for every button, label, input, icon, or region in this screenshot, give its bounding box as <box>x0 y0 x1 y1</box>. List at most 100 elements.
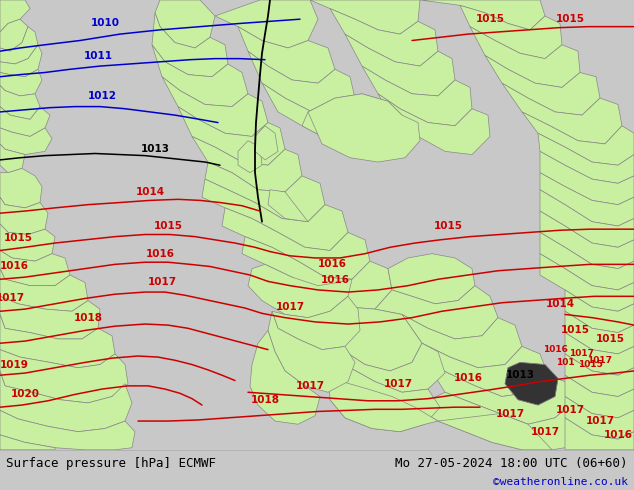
Polygon shape <box>262 83 375 144</box>
Polygon shape <box>422 343 548 396</box>
Polygon shape <box>0 350 128 403</box>
Text: 1017: 1017 <box>531 427 560 437</box>
Polygon shape <box>0 0 30 32</box>
Text: 1017: 1017 <box>495 409 524 418</box>
Polygon shape <box>0 269 88 311</box>
Polygon shape <box>248 51 355 115</box>
Polygon shape <box>565 418 634 450</box>
Polygon shape <box>0 26 38 64</box>
Polygon shape <box>0 411 135 450</box>
Polygon shape <box>302 94 402 151</box>
Text: 1013: 1013 <box>141 144 169 154</box>
Polygon shape <box>565 311 634 354</box>
Polygon shape <box>192 136 302 192</box>
Polygon shape <box>565 290 634 333</box>
Polygon shape <box>470 26 580 87</box>
Polygon shape <box>522 112 634 165</box>
Polygon shape <box>152 13 228 77</box>
Polygon shape <box>0 85 40 120</box>
Polygon shape <box>345 34 455 96</box>
Polygon shape <box>242 237 392 309</box>
Text: 1016: 1016 <box>321 275 349 285</box>
Polygon shape <box>222 208 370 279</box>
Text: 1017: 1017 <box>275 302 304 312</box>
Polygon shape <box>565 396 634 439</box>
Polygon shape <box>502 83 622 144</box>
Polygon shape <box>0 250 70 286</box>
Text: 1016: 1016 <box>604 430 633 440</box>
Polygon shape <box>215 0 318 48</box>
Polygon shape <box>540 211 634 269</box>
Polygon shape <box>565 333 634 375</box>
Polygon shape <box>402 315 522 368</box>
Polygon shape <box>272 296 360 350</box>
Text: Surface pressure [hPa] ECMWF: Surface pressure [hPa] ECMWF <box>6 457 216 470</box>
Polygon shape <box>310 0 420 34</box>
Text: 1017: 1017 <box>148 277 176 288</box>
Polygon shape <box>0 315 115 368</box>
Polygon shape <box>362 66 472 126</box>
Text: 1013: 1013 <box>505 370 534 380</box>
Polygon shape <box>565 354 634 396</box>
Text: 1015: 1015 <box>434 221 462 231</box>
Text: 1015: 1015 <box>578 360 602 369</box>
Text: 1010: 1010 <box>91 19 119 28</box>
Polygon shape <box>238 26 335 83</box>
Polygon shape <box>162 77 268 136</box>
Polygon shape <box>248 264 352 318</box>
Text: 1017: 1017 <box>295 381 325 391</box>
Text: 1014: 1014 <box>545 299 574 309</box>
Text: 1020: 1020 <box>11 390 39 399</box>
Text: 1015: 1015 <box>476 14 505 24</box>
Text: 1015: 1015 <box>595 334 624 344</box>
Polygon shape <box>0 19 28 51</box>
Polygon shape <box>328 365 438 432</box>
Text: 1015: 1015 <box>560 325 590 336</box>
Polygon shape <box>565 375 634 418</box>
Text: 1017: 1017 <box>555 405 585 416</box>
Polygon shape <box>330 350 440 432</box>
Polygon shape <box>0 69 42 96</box>
Text: 1012: 1012 <box>87 91 117 101</box>
Polygon shape <box>0 45 42 77</box>
Polygon shape <box>255 126 278 160</box>
Text: 1018: 1018 <box>250 395 280 405</box>
Polygon shape <box>330 8 438 66</box>
Polygon shape <box>250 330 320 424</box>
Polygon shape <box>425 360 572 424</box>
Polygon shape <box>0 107 50 136</box>
Polygon shape <box>420 0 545 30</box>
Polygon shape <box>268 311 355 392</box>
Text: 1016: 1016 <box>145 249 174 259</box>
Text: 1016: 1016 <box>0 262 29 271</box>
Text: 1017: 1017 <box>384 379 413 389</box>
Polygon shape <box>202 179 348 250</box>
Polygon shape <box>375 286 498 339</box>
Polygon shape <box>308 94 420 162</box>
Polygon shape <box>388 254 475 304</box>
Polygon shape <box>540 254 634 311</box>
Polygon shape <box>178 107 285 165</box>
Polygon shape <box>0 128 52 154</box>
Polygon shape <box>0 169 42 208</box>
Polygon shape <box>540 232 634 290</box>
Polygon shape <box>505 363 558 405</box>
Polygon shape <box>0 224 55 261</box>
Polygon shape <box>378 94 490 154</box>
Text: 1019: 1019 <box>0 360 29 369</box>
Polygon shape <box>540 172 634 226</box>
Polygon shape <box>540 151 634 205</box>
Text: 1015: 1015 <box>4 233 32 243</box>
Text: 1015: 1015 <box>153 221 183 231</box>
Text: 1017: 1017 <box>569 349 595 358</box>
Text: 1017: 1017 <box>585 416 614 426</box>
Polygon shape <box>485 55 600 115</box>
Text: 1016: 1016 <box>453 373 482 383</box>
Text: 1018: 1018 <box>74 313 103 322</box>
Polygon shape <box>505 363 558 405</box>
Text: 1017: 1017 <box>588 356 612 365</box>
Text: 1015: 1015 <box>555 14 585 24</box>
Polygon shape <box>415 392 595 450</box>
Text: 1016: 1016 <box>318 259 347 270</box>
Text: 101: 101 <box>555 358 574 367</box>
